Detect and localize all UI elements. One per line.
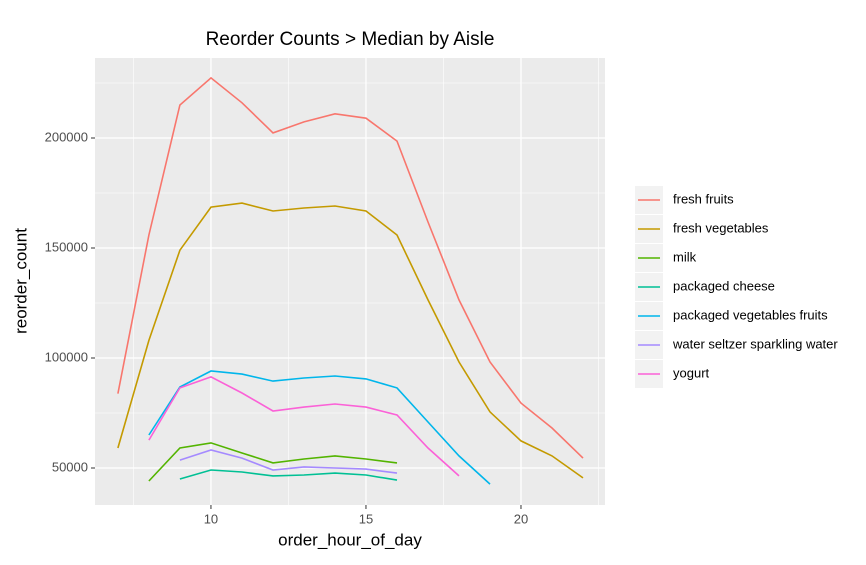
y-tick-label: 50000 [52,459,88,474]
chart-title: Reorder Counts > Median by Aisle [206,29,495,50]
data-line [117,202,584,479]
data-line [179,469,398,481]
legend-label: fresh vegetables [673,220,769,235]
data-line [148,442,398,482]
plot-panel [95,58,605,505]
x-tick-label: 20 [514,511,528,526]
legend-label: packaged cheese [673,278,775,293]
y-tick-label: 200000 [45,129,88,144]
legend-label: yogurt [673,365,710,380]
legend-label: packaged vegetables fruits [673,307,828,322]
y-axis-title: reorder_count [11,228,30,334]
x-axis-title: order_hour_of_day [278,530,422,549]
data-line [148,376,460,477]
data-line [117,76,584,459]
y-tick-label: 100000 [45,349,88,364]
data-line [148,370,491,485]
legend-label: fresh fruits [673,191,734,206]
data-line [179,449,398,474]
x-tick-label: 15 [359,511,373,526]
y-tick-label: 150000 [45,239,88,254]
legend-label: milk [673,249,697,264]
x-tick-label: 10 [204,511,218,526]
legend-label: water seltzer sparkling water [672,336,838,351]
